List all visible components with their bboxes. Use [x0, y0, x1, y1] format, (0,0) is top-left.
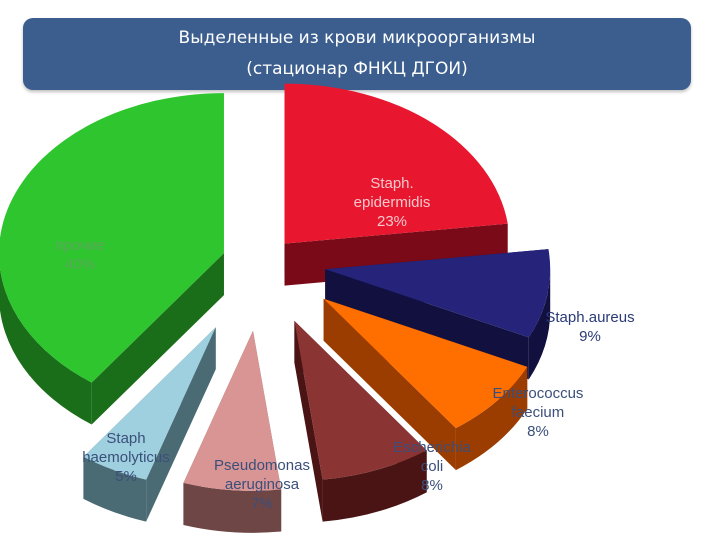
pie-slice-side	[183, 482, 282, 533]
slice-data-label: Pseudomonas aeruginosa 7%	[214, 457, 310, 512]
pie-slice-group	[0, 93, 224, 425]
pie-slice	[0, 93, 224, 383]
slide-title-line1: Выделенные из крови микроорганизмы	[178, 28, 536, 48]
slice-data-label: Staph.aureus 9%	[545, 309, 634, 345]
pie-slice-side	[322, 450, 427, 522]
slice-data-label: Escherichia coli 8%	[393, 439, 471, 494]
pie-slice-side	[0, 267, 92, 425]
pie-slice-group	[323, 298, 528, 471]
pie-slice	[323, 298, 528, 429]
pie-slice-cut-face	[294, 320, 323, 522]
pie-slice-group	[294, 320, 427, 522]
pie-slice	[294, 320, 427, 480]
pie-slice	[183, 330, 282, 491]
slide-title-box: Выделенные из крови микроорганизмы (стац…	[23, 18, 691, 90]
pie-slice-cut-face	[91, 253, 224, 425]
pie-slice-side	[455, 366, 528, 471]
pie-slice-side	[528, 269, 551, 380]
pie-slice-side	[83, 456, 147, 522]
pie-slice-cut-face	[323, 298, 456, 471]
pie-slice	[83, 327, 216, 480]
slice-data-label: Staph haemolyticus 5%	[82, 430, 170, 485]
pie-slice-group	[183, 330, 282, 533]
slice-data-label: Staph. epidermidis 23%	[354, 175, 431, 230]
slide-title-line2: (стационар ФНКЦ ДГОИ)	[246, 59, 468, 79]
pie-slice	[284, 83, 508, 244]
pie-slice-group	[83, 327, 216, 522]
slice-data-label: прочие 40%	[55, 237, 104, 273]
pie-slice	[325, 249, 551, 338]
slice-data-label: Enterococcus faecium 8%	[493, 385, 584, 440]
